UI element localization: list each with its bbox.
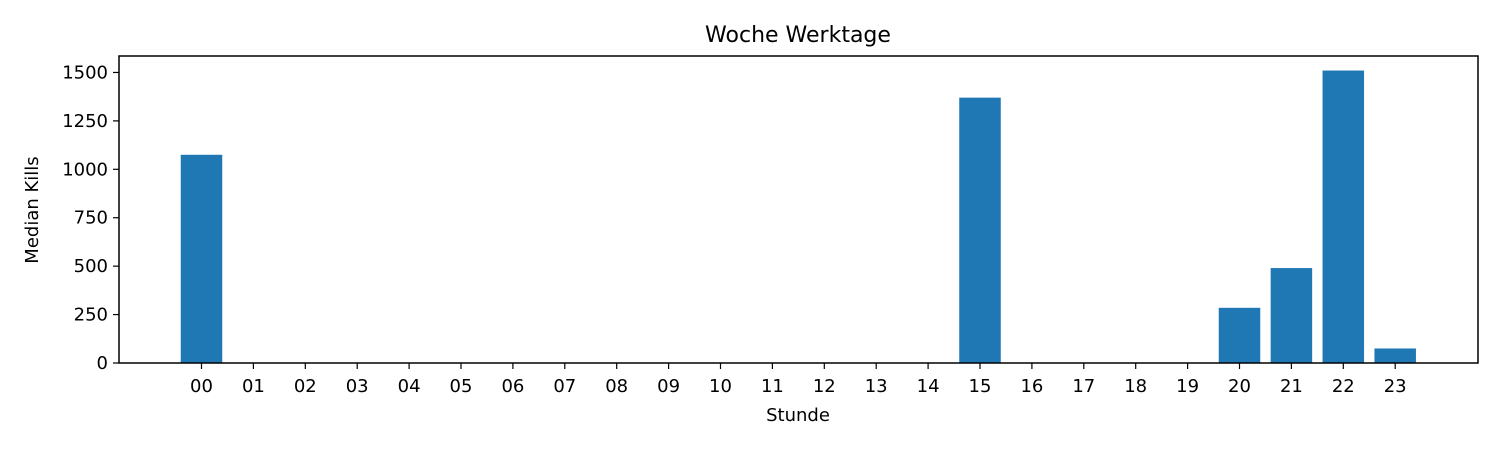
y-tick-label: 250 (74, 305, 108, 326)
x-tick-label: 04 (398, 376, 421, 397)
bars (180, 70, 1416, 364)
bar-22 (1322, 70, 1365, 363)
y-tick-label: 1500 (62, 62, 108, 83)
x-tick-label: 16 (1020, 376, 1043, 397)
x-tick-label: 18 (1124, 376, 1147, 397)
x-tick-label: 02 (294, 376, 317, 397)
x-tick-label: 20 (1228, 376, 1251, 397)
x-tick-label: 17 (1072, 376, 1095, 397)
bar-15 (959, 97, 1001, 364)
x-axis-title: Stunde (766, 405, 830, 426)
y-axis-title: Median Kills (22, 156, 43, 263)
x-tick-label: 08 (605, 376, 628, 397)
bar-23 (1374, 348, 1416, 363)
x-tick-label: 23 (1384, 376, 1407, 397)
y-tick-label: 500 (74, 256, 108, 277)
x-axis: 00 01 02 03 04 05 06 07 08 09 10 11 12 13 14 15 16 17 18 19… (190, 363, 1407, 397)
x-tick-label: 15 (969, 376, 992, 397)
bar-20 (1218, 307, 1261, 363)
x-tick-label: 06 (501, 376, 524, 397)
y-tick-label: 750 (74, 208, 108, 229)
y-tick-label: 0 (97, 353, 108, 374)
bar-00 (180, 154, 223, 363)
x-tick-label: 00 (190, 376, 213, 397)
x-tick-label: 07 (553, 376, 576, 397)
x-tick-label: 21 (1280, 376, 1303, 397)
y-tick-label: 1250 (62, 111, 108, 132)
x-tick-label: 03 (346, 376, 369, 397)
x-tick-label: 05 (450, 376, 473, 397)
x-tick-label: 01 (242, 376, 265, 397)
plot-frame (118, 55, 1479, 364)
x-tick-label: 10 (709, 376, 732, 397)
y-tick-label: 1000 (62, 159, 108, 180)
x-tick-label: 13 (865, 376, 888, 397)
x-tick-label: 12 (813, 376, 836, 397)
x-tick-label: 11 (761, 376, 784, 397)
x-tick-label: 19 (1176, 376, 1199, 397)
bar-21 (1270, 268, 1313, 363)
chart-title: Woche Werktage (705, 23, 891, 48)
x-tick-label: 09 (657, 376, 680, 397)
x-tick-label: 22 (1332, 376, 1355, 397)
x-tick-label: 14 (917, 376, 940, 397)
y-axis: 0 250 500 750 1000 1250 1500 (62, 62, 119, 374)
